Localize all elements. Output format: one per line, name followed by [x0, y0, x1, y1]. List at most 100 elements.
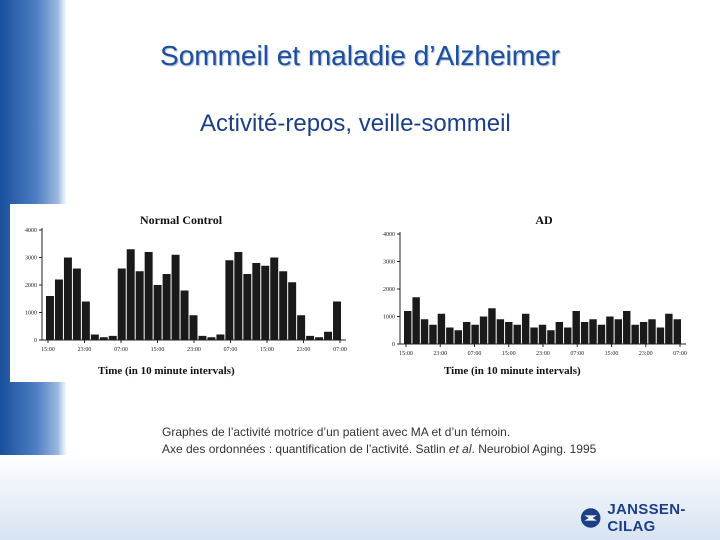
activity-bar: [404, 311, 412, 344]
x-tick-label: 15:00: [41, 347, 55, 353]
activity-bar: [54, 279, 63, 340]
activity-bar: [521, 313, 530, 344]
activity-bar: [597, 324, 606, 344]
activity-bar: [153, 285, 162, 340]
activity-bar: [279, 271, 288, 340]
activity-bar: [99, 337, 108, 340]
activity-bar: [639, 322, 648, 344]
activity-bar: [261, 265, 270, 340]
activity-bar: [333, 301, 341, 340]
activity-bar: [555, 322, 564, 344]
activity-bar: [216, 334, 225, 340]
x-tick-label: 07:00: [224, 347, 238, 353]
activity-bar: [513, 324, 521, 344]
activity-bar: [162, 274, 171, 340]
y-tick-label: 3000: [383, 260, 395, 266]
y-tick-label: 1000: [25, 311, 37, 317]
activity-bar: [665, 313, 673, 344]
logo-text: JANSSEN-CILAG: [607, 501, 686, 535]
activity-bar: [505, 322, 513, 344]
activity-bar: [564, 327, 572, 344]
x-tick-label: 07:00: [673, 351, 687, 357]
caption-line-2-prefix: Axe des ordonnées : quantification de l’…: [162, 442, 449, 456]
activity-bar: [135, 271, 144, 340]
x-tick-label: 23:00: [78, 347, 92, 353]
activity-bar: [171, 254, 180, 340]
activity-bar: [547, 330, 555, 344]
y-tick-label: 0: [34, 338, 37, 344]
x-tick-label: 15:00: [260, 347, 274, 353]
y-tick-label: 3000: [25, 256, 37, 262]
figure-ad: AD 0 1000 2000 3000 4000 15:00 23:00 07:00 15:00 2…: [356, 204, 700, 382]
chart-title: Normal Control: [140, 213, 223, 227]
activity-bar: [207, 337, 216, 340]
activity-bar: [572, 311, 580, 344]
activity-bar: [631, 324, 639, 344]
slide-subtitle: Activité-repos, veille-sommeil: [200, 110, 511, 137]
activity-bar: [479, 316, 488, 344]
caption-line-2-italic: et al: [448, 442, 472, 456]
y-tick-label: 4000: [383, 232, 395, 238]
activity-bar: [72, 268, 81, 340]
x-tick-label: 07:00: [570, 351, 584, 357]
activity-bar: [589, 319, 597, 344]
x-tick-label: 07:00: [333, 347, 347, 353]
activity-bar: [108, 335, 117, 340]
activity-bar: [126, 249, 135, 340]
x-tick-label: 15:00: [605, 351, 619, 357]
activity-bar: [580, 322, 589, 344]
x-tick-label: 15:00: [151, 347, 165, 353]
x-tick-label: 23:00: [297, 347, 311, 353]
x-tick-label: 15:00: [502, 351, 516, 357]
activity-bar: [63, 257, 72, 340]
activity-bar: [673, 319, 681, 344]
activity-bar: [252, 263, 261, 340]
activity-bar: [243, 274, 252, 340]
activity-bar: [315, 337, 324, 340]
caption-line-1: Graphes de l’activité motrice d’un patie…: [162, 425, 511, 439]
x-tick-label: 23:00: [639, 351, 653, 357]
chart-normal-control: Normal Control 0 1000 2000 3000 4000 15:00 23:0…: [25, 213, 347, 377]
x-axis-label: Time (in 10 minute intervals): [98, 365, 235, 377]
caption-line-2-suffix: . Neurobiol Aging. 1995: [471, 442, 597, 456]
y-tick-label: 2000: [25, 283, 37, 289]
janssen-cilag-logo: JANSSEN-CILAG: [580, 501, 720, 535]
activity-bar: [420, 319, 429, 344]
activity-bar: [496, 319, 505, 344]
activity-bar: [530, 327, 538, 344]
activity-bar: [538, 324, 547, 344]
activity-bar: [46, 296, 54, 340]
activity-bar: [412, 297, 420, 344]
janssen-logo-icon: [580, 508, 601, 528]
y-tick-label: 4000: [25, 228, 37, 234]
activity-bar: [270, 257, 279, 340]
activity-bar: [297, 315, 306, 340]
chart-ad: AD 0 1000 2000 3000 4000 15:00 23:00 07:00 15:00 2…: [383, 213, 687, 377]
activity-bar: [288, 282, 297, 340]
activity-bar: [198, 335, 207, 340]
activity-bar: [462, 322, 471, 344]
activity-bar: [614, 319, 623, 344]
chart-title: AD: [535, 213, 553, 227]
x-tick-label: 15:00: [399, 351, 413, 357]
activity-bar: [437, 313, 446, 344]
activity-bar: [454, 330, 462, 344]
x-tick-label: 23:00: [536, 351, 550, 357]
y-tick-label: 1000: [383, 315, 395, 321]
activity-bar: [446, 327, 454, 344]
activity-bar: [623, 311, 631, 344]
y-tick-label: 2000: [383, 287, 395, 293]
activity-bar: [189, 315, 198, 340]
slide-title: Sommeil et maladie d’Alzheimer: [160, 40, 560, 71]
x-tick-label: 07:00: [114, 347, 128, 353]
activity-bar: [144, 252, 153, 340]
activity-bar: [90, 334, 99, 340]
x-tick-label: 23:00: [433, 351, 447, 357]
activity-bar: [429, 324, 437, 344]
bottom-decorative-band: [0, 455, 720, 540]
x-axis-label: Time (in 10 minute intervals): [444, 365, 581, 377]
activity-bar: [180, 290, 189, 340]
y-tick-label: 0: [392, 342, 395, 348]
activity-bar: [324, 331, 333, 340]
x-tick-label: 23:00: [187, 347, 201, 353]
